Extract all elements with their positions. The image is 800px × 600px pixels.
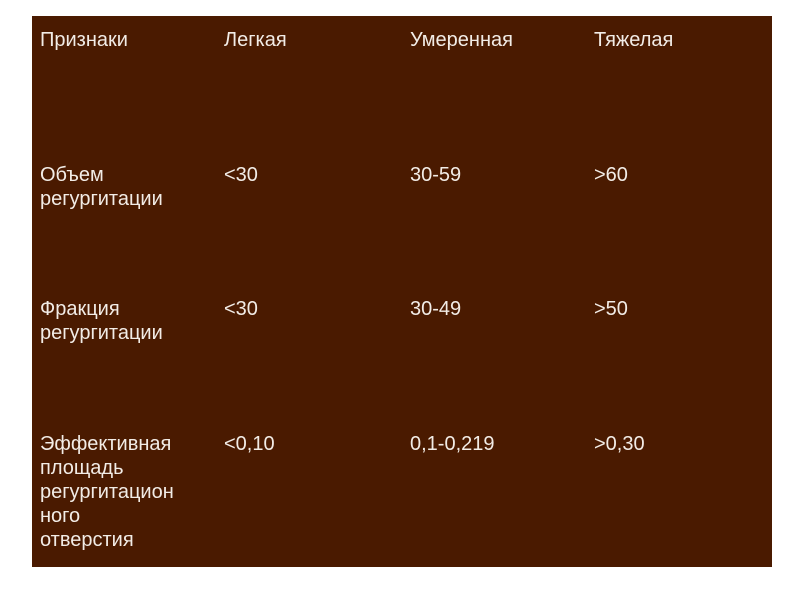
severity-table: Признаки Легкая Умеренная Тяжелая Объем …: [32, 16, 772, 567]
header-cell: Тяжелая: [594, 29, 674, 51]
row-label: Объем регургитации: [40, 164, 163, 210]
table-cell: 0,1-0,219: [410, 433, 495, 455]
header-cell: Умеренная: [410, 29, 513, 51]
table-cell: >50: [594, 298, 628, 320]
table-cell: 30-59: [410, 164, 462, 186]
table-cell: >0,30: [594, 433, 645, 455]
table-cell: <0,10: [224, 433, 275, 455]
header-cell: Легкая: [224, 29, 287, 51]
row-label: Фракция регургитации: [40, 298, 163, 344]
header-cell: Признаки: [40, 29, 128, 51]
table-cell: 30-49: [410, 298, 462, 320]
row-label: Эффективная площадь регургитацион ного о…: [40, 433, 174, 551]
table-cell: >60: [594, 164, 628, 186]
table-cell: <30: [224, 298, 258, 320]
table-cell: <30: [224, 164, 258, 186]
